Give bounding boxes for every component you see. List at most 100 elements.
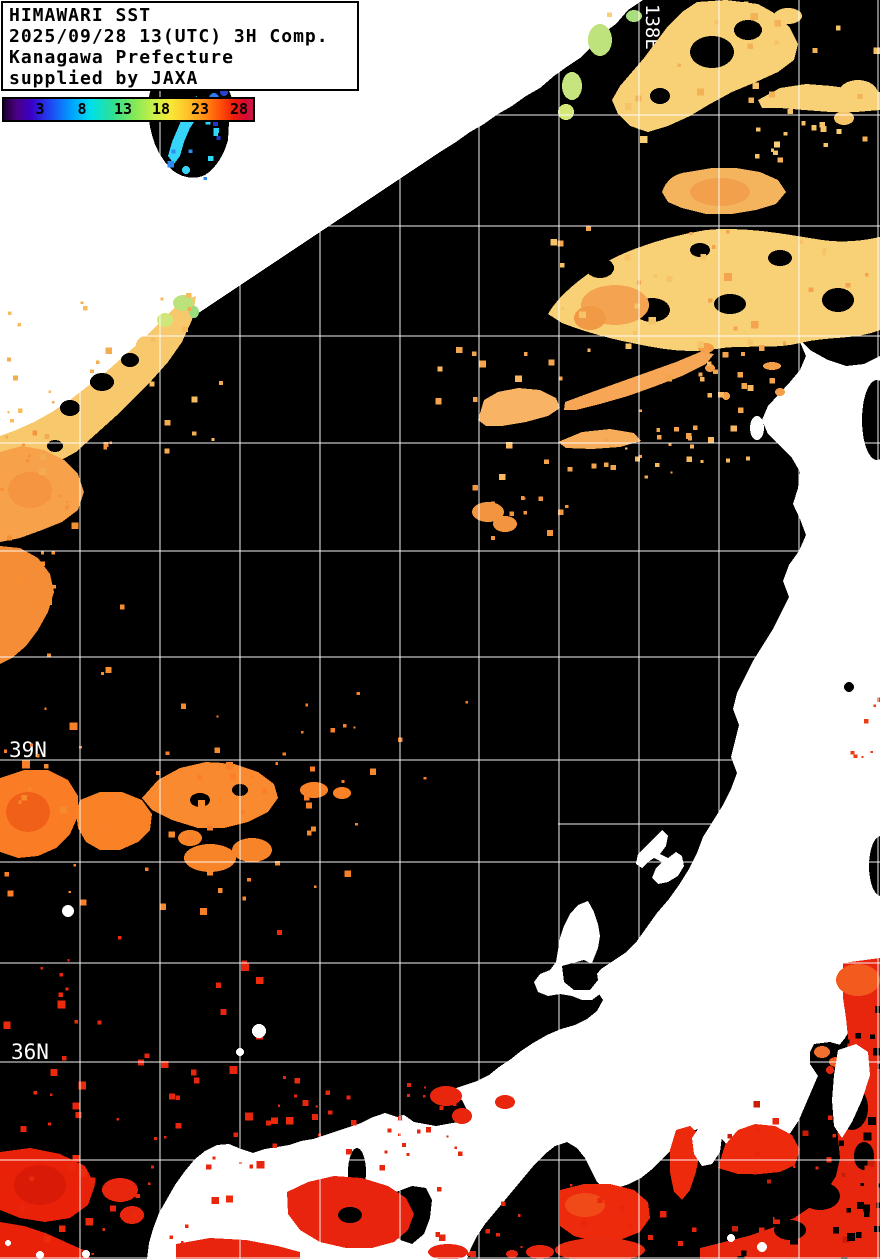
sst-pixel: [169, 1235, 173, 1239]
sst-pixel: [497, 514, 503, 520]
sst-pixel-blob: [184, 844, 236, 872]
product-region: Kanagawa Prefecture: [9, 47, 234, 68]
sst-pixel-blob: [506, 1250, 518, 1258]
sst-pixel: [437, 366, 443, 372]
sst-pixel: [585, 226, 591, 232]
sst-pixel: [567, 466, 573, 472]
sst-pixel: [873, 704, 877, 707]
sst-pixel: [580, 1220, 588, 1227]
sst-pixel: [471, 351, 477, 357]
sst-pixel-blob: [836, 964, 880, 996]
sst-pixel-blob: [626, 10, 642, 22]
sst-pixel-blob: [774, 8, 802, 24]
sst-pixel: [207, 869, 213, 876]
sst-pixel: [458, 1151, 463, 1157]
sst-pixel: [870, 1034, 875, 1040]
sst-pixel: [783, 131, 788, 136]
sst-pixel: [39, 468, 46, 476]
sst-pixel: [697, 341, 704, 348]
sst-pixel: [485, 1228, 491, 1234]
sst-pixel: [821, 251, 827, 256]
sst-pixel: [198, 800, 205, 807]
sst-pixel: [509, 1254, 513, 1258]
sst-pixel: [570, 1184, 573, 1187]
sst-pixel: [353, 726, 356, 729]
sst-pixel: [668, 442, 672, 447]
sst-pixel-blob: [690, 36, 734, 68]
latitude-label: 39N: [9, 738, 47, 762]
sst-pixel: [153, 1137, 157, 1141]
sst-pixel: [542, 1254, 546, 1258]
sst-pixel: [294, 1094, 297, 1098]
sst-pixel: [438, 1234, 446, 1241]
sst-pixel: [686, 456, 693, 463]
sst-pixel: [726, 76, 733, 83]
sst-pixel: [213, 121, 219, 127]
colorbar-tick: 3: [35, 100, 45, 118]
sst-pixel: [256, 1160, 265, 1169]
sst-pixel: [192, 431, 197, 436]
sw-islet-2: [82, 1250, 90, 1258]
sst-pixel: [455, 1097, 457, 1100]
sst-pixel: [689, 444, 694, 449]
sst-pixel: [743, 1231, 747, 1235]
sst-pixel: [878, 1183, 880, 1188]
sst-pixel: [624, 103, 632, 110]
sst-pixel: [225, 762, 233, 770]
sst-pixel: [823, 142, 828, 147]
sst-pixel: [330, 727, 335, 733]
sst-pixel: [452, 1102, 457, 1107]
sst-pixel: [689, 232, 693, 235]
sst-pixel: [855, 1032, 862, 1039]
sst-pixel: [16, 846, 21, 851]
sst-pixel: [864, 1165, 870, 1172]
sst-pixel: [435, 1232, 441, 1237]
sst-pixel: [181, 1240, 184, 1244]
sst-pixel: [200, 908, 207, 915]
sst-pixel: [346, 1095, 351, 1100]
sst-pixel: [97, 1020, 102, 1025]
sst-pixel: [216, 135, 221, 140]
sst-pixel: [168, 831, 175, 838]
sst-pixel-blob: [650, 88, 670, 104]
sst-pixel: [454, 1146, 457, 1149]
sst-pixel-blob: [182, 166, 190, 174]
sst-pixel: [17, 322, 21, 327]
sst-pixel: [275, 860, 280, 866]
sst-pixel: [213, 127, 219, 134]
sst-pixel: [812, 48, 818, 54]
sst-pixel: [91, 1253, 94, 1256]
sst-pixel: [439, 1106, 444, 1110]
sst-pixel: [832, 1227, 839, 1234]
sst-pixel: [44, 433, 50, 440]
sst-pixel: [186, 292, 192, 299]
sst-pixel: [203, 177, 207, 181]
oki-island: [252, 1024, 266, 1038]
sst-pixel: [89, 1177, 96, 1184]
sst-pixel: [704, 349, 710, 355]
sst-pixel: [213, 131, 219, 136]
sst-pixel: [435, 398, 442, 405]
sst-pixel: [67, 959, 70, 962]
sst-pixel: [387, 1128, 392, 1133]
sst-pixel: [748, 97, 754, 103]
sst-pixel: [747, 43, 753, 49]
sst-pixel-blob: [690, 178, 750, 206]
sst-pixel: [560, 306, 564, 310]
sst-pixel: [341, 780, 345, 784]
sst-pixel: [302, 1100, 309, 1107]
sst-pixel: [90, 369, 94, 374]
land-honshu-main: [147, 291, 880, 1259]
sst-pixel: [185, 833, 194, 842]
sst-pixel: [135, 1194, 140, 1199]
sst-pixel-blob: [562, 72, 582, 100]
izu-oshima: [757, 1242, 767, 1252]
sst-pixel: [523, 497, 526, 500]
colorbar-tick: 8: [77, 100, 87, 118]
sst-pixel: [767, 1179, 771, 1184]
sst-pixel: [604, 462, 609, 468]
sst-pixel-blob: [478, 388, 560, 426]
sst-pixel-blob: [800, 1182, 840, 1210]
sst-pixel: [863, 1211, 870, 1217]
